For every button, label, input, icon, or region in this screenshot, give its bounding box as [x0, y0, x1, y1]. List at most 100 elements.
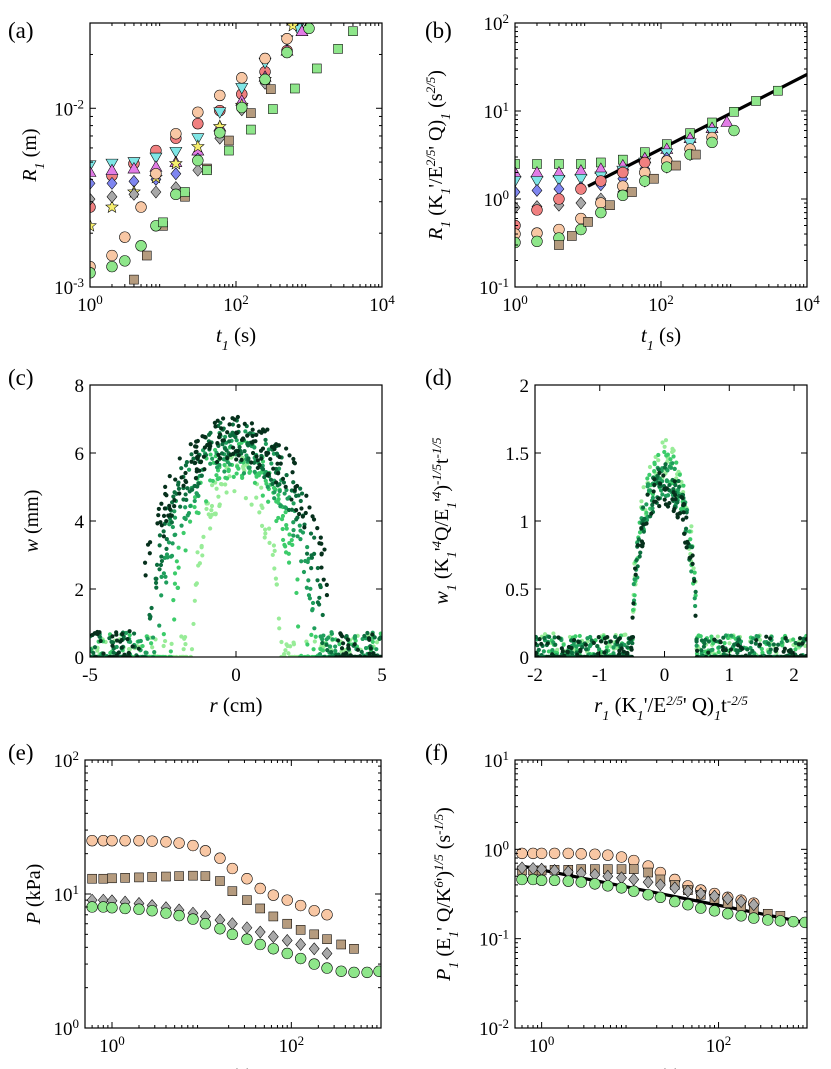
profile-point	[222, 446, 228, 451]
profile-point	[193, 449, 198, 455]
x-tick-label: 100	[502, 292, 528, 317]
profile-point	[633, 572, 638, 577]
profile-point	[305, 544, 310, 550]
profile-point	[715, 634, 720, 639]
profile-point	[747, 651, 752, 656]
data-point	[90, 165, 97, 177]
profile-point	[764, 634, 769, 639]
profile-point	[340, 641, 346, 646]
profile-point	[294, 508, 299, 513]
profile-point	[193, 582, 198, 587]
data-point	[628, 854, 640, 867]
profile-point	[147, 616, 153, 621]
profile-point	[766, 641, 771, 646]
data-point	[120, 873, 130, 883]
profile-point	[183, 516, 188, 522]
data-point	[722, 908, 734, 920]
profile-point	[174, 559, 179, 564]
data-point	[748, 898, 760, 912]
profile-point	[312, 626, 317, 631]
data-point	[729, 106, 739, 117]
profile-point	[189, 459, 194, 464]
profile-point	[295, 577, 300, 582]
profile-point	[163, 484, 168, 489]
profile-point	[352, 642, 357, 647]
profile-point	[374, 647, 379, 652]
profile-point	[585, 639, 590, 644]
profile-point	[701, 644, 707, 649]
profile-point	[315, 565, 320, 571]
profile-point	[161, 513, 167, 518]
profile-point	[756, 634, 761, 639]
profile-point	[634, 557, 639, 563]
profile-point	[285, 643, 290, 649]
profile-point	[188, 503, 193, 509]
data-point	[708, 905, 721, 917]
profile-point	[169, 513, 174, 518]
y-tick-label: 100	[484, 837, 510, 862]
profile-point	[202, 445, 207, 450]
profile-point	[656, 496, 661, 501]
profile-point	[583, 642, 588, 647]
profile-point	[110, 640, 116, 645]
profile-point	[657, 470, 662, 476]
profile-point	[172, 498, 177, 503]
profile-point	[167, 506, 173, 512]
profile-point	[159, 501, 164, 506]
profile-point	[196, 481, 201, 486]
profile-point	[164, 552, 170, 557]
profile-point	[645, 482, 651, 487]
profile-point	[260, 505, 265, 510]
profile-point	[681, 510, 686, 515]
profile-point	[124, 630, 129, 636]
profile-point	[189, 647, 195, 652]
profile-point	[191, 621, 196, 627]
y-tick-label: 102	[54, 748, 80, 773]
profile-point	[192, 483, 197, 489]
data-point	[187, 839, 199, 852]
series-peach-circle	[515, 131, 718, 240]
profile-point	[210, 478, 215, 484]
profile-point	[639, 525, 644, 531]
data-point	[728, 124, 740, 137]
profile-point	[312, 639, 317, 644]
profile-point	[696, 633, 701, 638]
profile-point	[259, 523, 265, 529]
profile-point	[650, 502, 655, 507]
profile-point	[304, 493, 309, 498]
y-tick-label: 100	[484, 187, 510, 212]
x-tick-label: 5	[377, 665, 387, 686]
y-axis-label: P (kPa)	[23, 864, 45, 926]
data-point	[214, 127, 226, 139]
profile-point	[694, 637, 699, 643]
profile-point	[256, 473, 261, 478]
profile-point	[682, 502, 687, 507]
profile-point	[307, 596, 312, 601]
series-cyan-triangle	[90, 23, 305, 172]
profile-point	[365, 630, 370, 636]
profile-point	[140, 643, 145, 649]
profile-point	[169, 641, 174, 646]
profile-point	[367, 651, 372, 656]
profile-point	[303, 558, 308, 564]
data-point	[627, 187, 637, 197]
profile-point	[292, 488, 297, 493]
profile-point	[199, 543, 204, 549]
profile-point	[263, 478, 268, 483]
profile-point	[317, 595, 322, 600]
profile-point	[209, 508, 214, 513]
profile-point	[299, 506, 304, 511]
data-point	[188, 870, 198, 881]
profile-point	[227, 433, 233, 438]
profile-point	[260, 467, 266, 472]
profile-point	[274, 582, 279, 587]
profile-point	[267, 540, 272, 545]
profile-point	[208, 452, 213, 457]
profile-point	[127, 632, 132, 638]
profile-point	[687, 529, 692, 534]
profile-point	[370, 632, 375, 637]
profile-point	[633, 566, 638, 571]
profile-point	[277, 482, 282, 487]
data-point	[226, 862, 239, 875]
